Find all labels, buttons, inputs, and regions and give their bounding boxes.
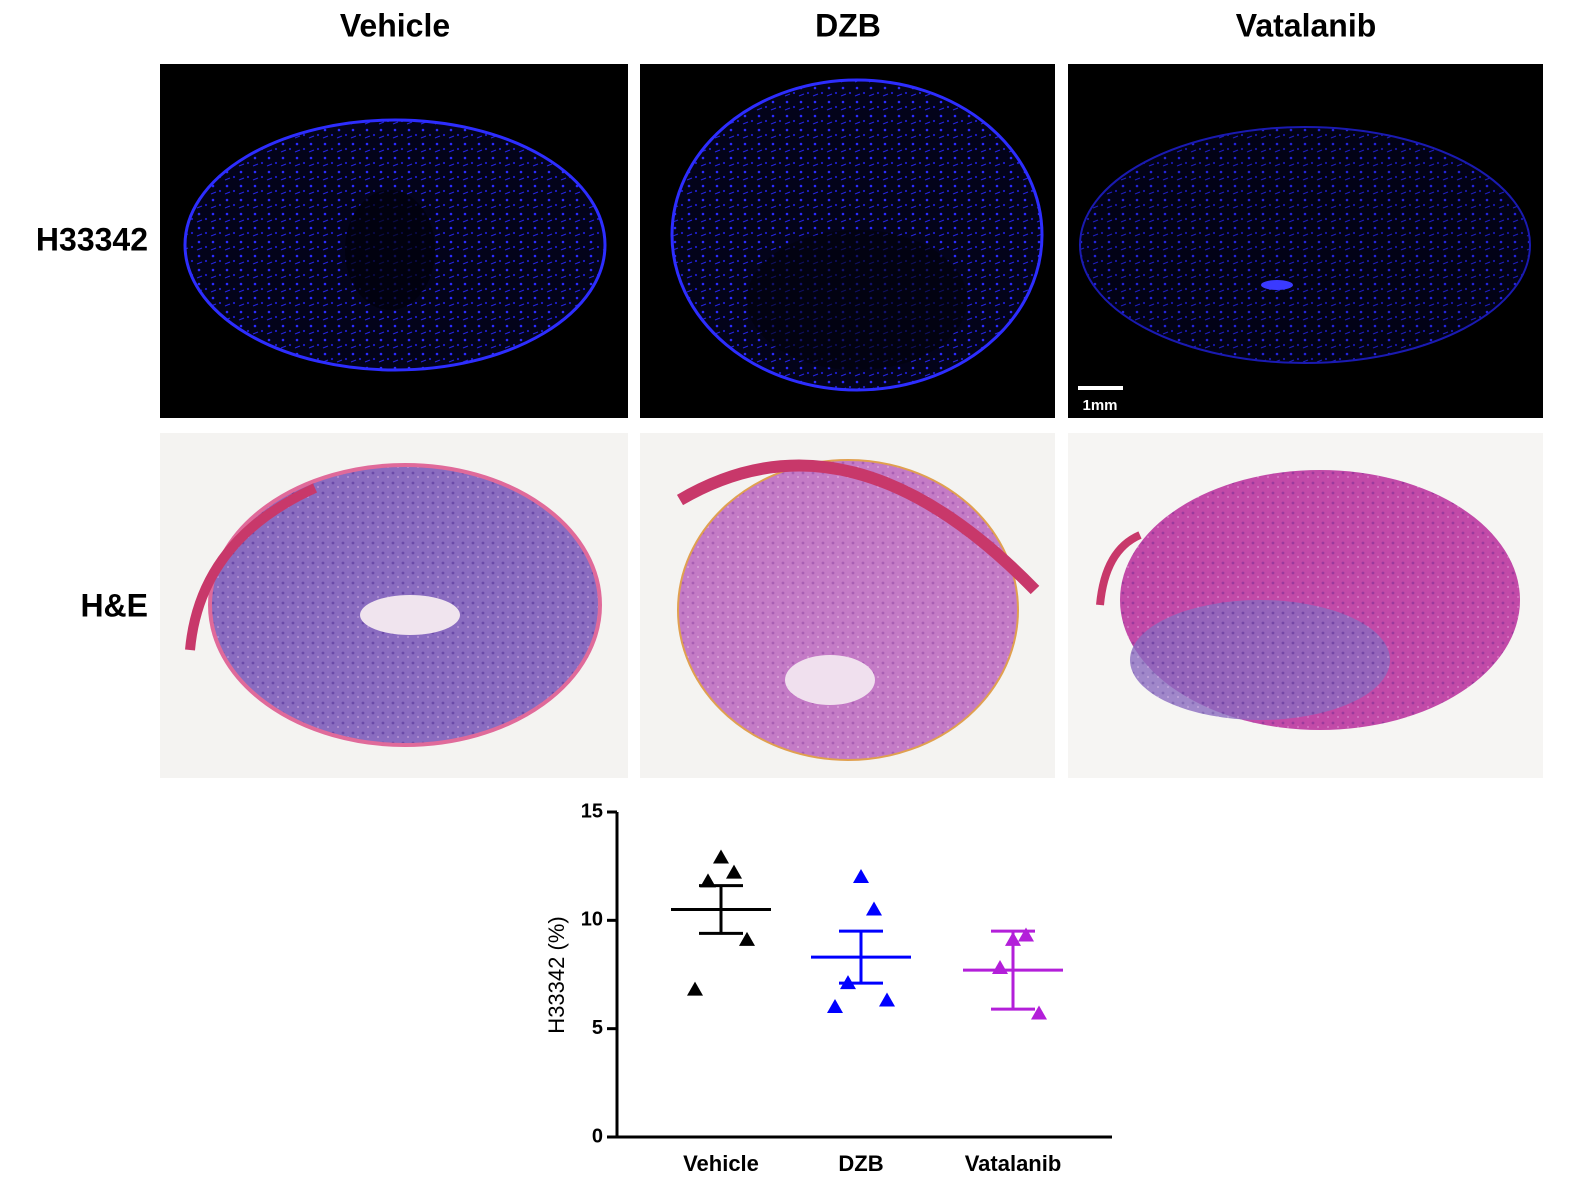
y-axis-label: H33342 (%) (544, 916, 569, 1033)
data-point (827, 999, 843, 1013)
data-point (687, 981, 703, 996)
column-title: Vatalanib (1236, 7, 1377, 43)
y-tick-label: 5 (592, 1017, 603, 1039)
data-point (726, 864, 742, 879)
data-point (879, 992, 895, 1007)
data-point (713, 849, 729, 864)
chart: 0 5 10 15 H33342 (%) Vehicle DZB Vatalanib (544, 800, 1112, 1176)
data-point (700, 873, 716, 888)
data-point (992, 960, 1008, 974)
error-bar (699, 884, 743, 935)
data-point (1018, 927, 1034, 942)
scale-bar-label: 1mm (1082, 397, 1117, 414)
column-title: Vehicle (340, 7, 450, 43)
fluorescence-panels: 1mm (160, 64, 1543, 418)
y-tick-label: 15 (581, 800, 603, 822)
error-bar (839, 929, 883, 985)
data-point (866, 901, 882, 916)
row-label: H33342 (36, 221, 148, 257)
x-tick-label: Vatalanib (965, 1151, 1062, 1176)
y-tick-label: 10 (581, 909, 603, 931)
error-bar (991, 929, 1035, 1011)
x-tick-label: DZB (838, 1151, 883, 1176)
he-panels (160, 433, 1543, 778)
data-point (739, 931, 755, 946)
row-label: H&E (80, 587, 148, 623)
data-point (853, 869, 869, 883)
data-point (1031, 1005, 1047, 1020)
column-title: DZB (815, 7, 881, 43)
y-tick-label: 0 (592, 1125, 603, 1147)
x-tick-label: Vehicle (683, 1151, 759, 1176)
